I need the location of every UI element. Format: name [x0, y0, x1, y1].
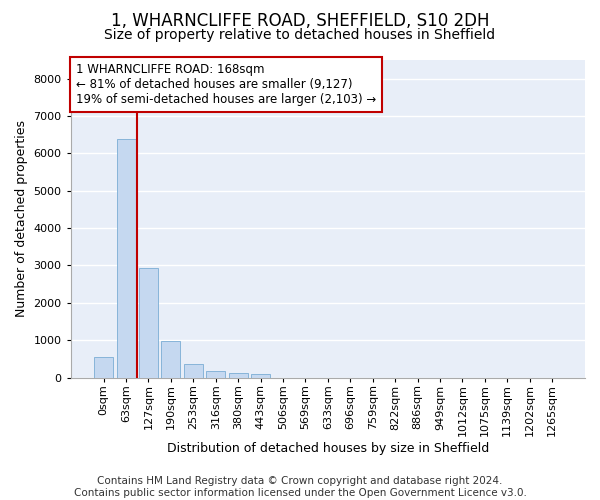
Text: 1, WHARNCLIFFE ROAD, SHEFFIELD, S10 2DH: 1, WHARNCLIFFE ROAD, SHEFFIELD, S10 2DH	[111, 12, 489, 30]
Text: Contains HM Land Registry data © Crown copyright and database right 2024.
Contai: Contains HM Land Registry data © Crown c…	[74, 476, 526, 498]
Text: Size of property relative to detached houses in Sheffield: Size of property relative to detached ho…	[104, 28, 496, 42]
Bar	[229, 374, 248, 378]
Bar	[206, 371, 225, 378]
Bar	[139, 268, 158, 378]
Bar	[94, 356, 113, 378]
Bar	[161, 340, 181, 378]
Y-axis label: Number of detached properties: Number of detached properties	[15, 120, 28, 318]
Bar	[251, 374, 270, 378]
Text: 1 WHARNCLIFFE ROAD: 168sqm
← 81% of detached houses are smaller (9,127)
19% of s: 1 WHARNCLIFFE ROAD: 168sqm ← 81% of deta…	[76, 63, 376, 106]
Bar	[184, 364, 203, 378]
X-axis label: Distribution of detached houses by size in Sheffield: Distribution of detached houses by size …	[167, 442, 489, 455]
Bar	[116, 139, 136, 378]
